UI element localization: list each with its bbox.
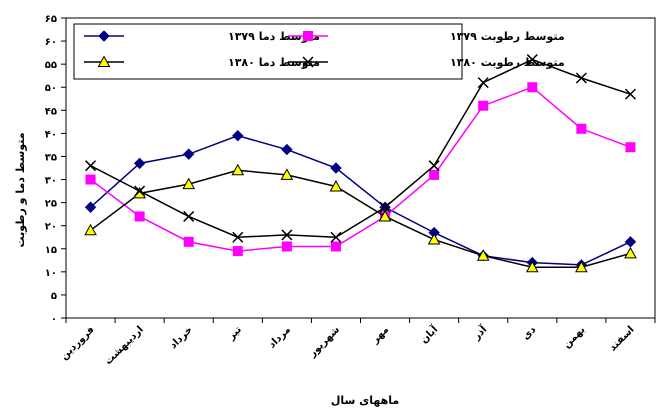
data-point — [330, 241, 341, 252]
y-tick-label: ۲۰ — [45, 222, 57, 233]
data-point — [97, 55, 111, 67]
series-line — [90, 86, 631, 252]
series-line — [90, 169, 631, 268]
legend-label: متوسط دما ۱۳۷۹ — [228, 30, 320, 43]
legend-label: متوسط دما ۱۳۸۰ — [228, 56, 320, 69]
x-axis-title: ماههای سال — [331, 394, 399, 407]
data-point — [84, 201, 97, 213]
data-point — [624, 236, 637, 248]
plot-area — [65, 17, 656, 319]
data-point — [427, 233, 441, 245]
y-tick-label: ۰ — [51, 314, 57, 325]
data-point — [232, 246, 243, 257]
data-point — [527, 82, 538, 93]
x-tick-label: بهمن — [561, 324, 587, 350]
y-axis-title: متوسط دما و رطوبت — [14, 132, 27, 247]
data-point — [302, 56, 314, 68]
data-point — [379, 201, 391, 213]
data-point — [281, 229, 293, 241]
data-point — [476, 249, 490, 261]
x-axis-ticks: فروردین اردیبهشت خرداد تیر مرداد شهریور مهر آبا… — [59, 318, 656, 367]
legend-box — [73, 23, 463, 80]
y-axis-ticks: ۰ ۵ ۱۰ ۱۵ ۲۰ ۲۵ ۳۰ ۳۵ ۴۰ ۴۵ ۵۰ ۵۵ ۶۰ ۶۵ — [45, 14, 66, 325]
data-point — [477, 77, 489, 89]
x-tick-label: اردیبهشت — [103, 324, 146, 367]
y-tick-label: ۳۰ — [45, 176, 57, 187]
data-point — [280, 168, 294, 180]
y-tick-label: ۶۵ — [45, 14, 57, 25]
series-1 — [84, 129, 637, 271]
data-point — [624, 246, 637, 259]
series-4 — [85, 54, 636, 243]
series-line — [90, 134, 631, 266]
x-tick-label: شهریور — [306, 324, 342, 360]
data-point — [182, 177, 196, 190]
legend: متوسط دما ۱۳۷۹ متوسط رطوبت ۱۳۷۹ متوسط دما … — [73, 23, 565, 80]
legend-item: متوسط رطوبت ۱۳۷۹ — [288, 30, 565, 43]
data-point — [428, 160, 440, 172]
data-point — [183, 148, 195, 160]
legend-item: متوسط دما ۱۳۷۹ — [84, 30, 320, 43]
x-tick-label: تیر — [225, 324, 244, 343]
series-line — [90, 58, 631, 238]
x-tick-label: دی — [521, 324, 539, 342]
data-point — [429, 169, 440, 180]
y-tick-label: ۴۵ — [45, 106, 57, 117]
data-point — [133, 157, 146, 170]
data-point — [575, 72, 587, 84]
data-point — [183, 210, 195, 222]
data-point — [378, 209, 392, 222]
data-point — [625, 142, 636, 153]
data-point — [281, 143, 293, 156]
y-tick-label: ۴۰ — [45, 129, 57, 140]
y-tick-label: ۶۰ — [45, 37, 57, 48]
x-tick-label: مرداد — [267, 324, 293, 350]
data-point — [232, 231, 244, 243]
y-tick-label: ۱۵ — [45, 245, 57, 256]
legend-item: متوسط دما ۱۳۸۰ — [84, 55, 320, 69]
y-tick-label: ۵ — [51, 291, 57, 302]
data-point — [281, 241, 292, 252]
data-point — [232, 129, 244, 142]
y-tick-label: ۵۵ — [45, 60, 57, 71]
data-point — [576, 123, 587, 134]
data-point — [85, 160, 97, 172]
legend-item: متوسط رطوبت ۱۳۸۰ — [288, 56, 565, 69]
x-tick-label: مهر — [369, 324, 391, 346]
data-point — [303, 31, 313, 41]
data-point — [525, 260, 539, 273]
data-point — [134, 211, 145, 222]
legend-label: متوسط رطوبت ۱۳۸۰ — [450, 56, 565, 69]
y-tick-label: ۵۰ — [45, 83, 57, 94]
y-tick-label: ۲۵ — [45, 199, 57, 210]
series-2 — [85, 82, 636, 257]
data-point — [329, 179, 343, 192]
x-tick-label: اسفند — [607, 324, 636, 353]
x-tick-label: آذر — [469, 323, 489, 343]
data-point — [575, 260, 588, 273]
data-point — [624, 88, 636, 100]
data-point — [231, 163, 245, 176]
data-point — [84, 223, 97, 236]
data-point — [330, 162, 342, 174]
data-point — [526, 54, 538, 66]
x-tick-label: آبان — [417, 323, 440, 346]
data-point — [134, 185, 146, 197]
x-tick-label: فروردین — [59, 324, 97, 362]
y-tick-label: ۱۰ — [45, 268, 57, 279]
data-point — [330, 231, 342, 243]
legend-label: متوسط رطوبت ۱۳۷۹ — [450, 30, 565, 43]
y-tick-label: ۳۵ — [45, 152, 57, 163]
data-point — [183, 236, 194, 247]
x-tick-label: خرداد — [168, 324, 195, 351]
data-point — [98, 30, 110, 42]
series-3 — [84, 163, 637, 273]
data-point — [478, 100, 489, 111]
data-point — [85, 174, 96, 185]
